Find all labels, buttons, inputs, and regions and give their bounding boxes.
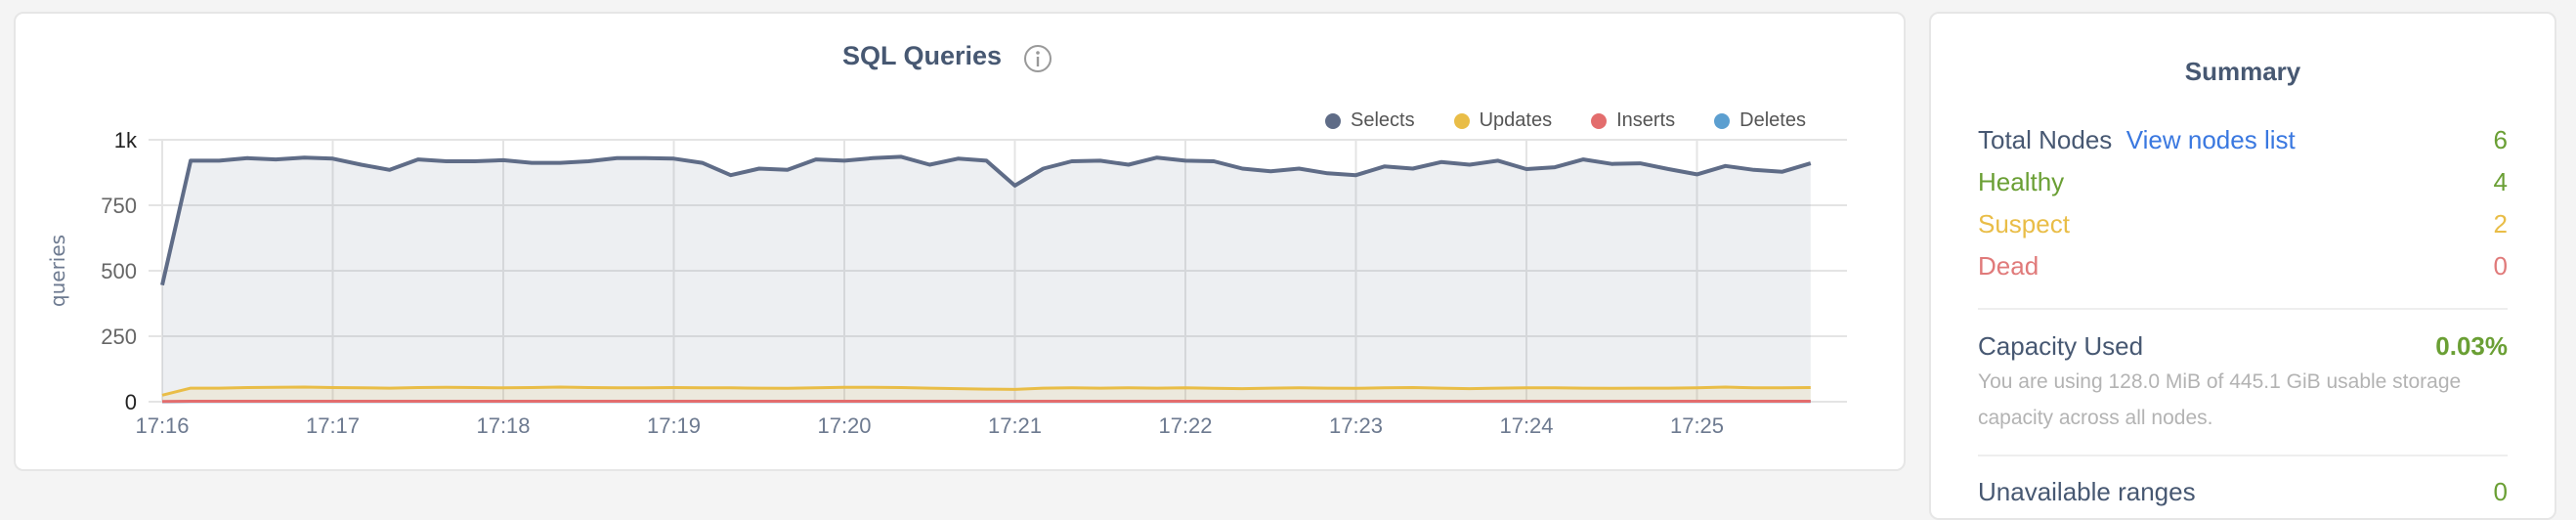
unavailable-row: Unavailable ranges 0 bbox=[1978, 477, 2508, 507]
healthy-value: 4 bbox=[2494, 167, 2508, 197]
capacity-description: You are using 128.0 MiB of 445.1 GiB usa… bbox=[1978, 364, 2508, 436]
healthy-label: Healthy bbox=[1978, 167, 2064, 197]
series-area-selects bbox=[162, 156, 1811, 402]
sql-queries-plot: 0 250 500 750 1k 17:16 17:17 17:18 17:19 17:20 17:… bbox=[0, 0, 1906, 485]
capacity-label: Capacity Used bbox=[1978, 331, 2143, 362]
healthy-row: Healthy 4 bbox=[1978, 167, 2508, 197]
unavailable-value: 0 bbox=[2494, 477, 2508, 507]
total-nodes-label: Total Nodes bbox=[1978, 125, 2112, 154]
capacity-value: 0.03% bbox=[2435, 331, 2508, 362]
x-tick-label: 17:22 bbox=[1158, 413, 1212, 438]
x-tick-label: 17:16 bbox=[135, 413, 189, 438]
y-axis-title: queries bbox=[46, 235, 69, 307]
x-tick-label: 17:17 bbox=[306, 413, 360, 438]
view-nodes-list-link[interactable]: View nodes list bbox=[2126, 125, 2296, 154]
dead-value: 0 bbox=[2494, 251, 2508, 282]
dead-label: Dead bbox=[1978, 251, 2039, 282]
dead-row: Dead 0 bbox=[1978, 251, 2508, 282]
summary-card: Summary Total Nodes View nodes list 6 He… bbox=[1929, 12, 2556, 520]
x-tick-label: 17:20 bbox=[817, 413, 871, 438]
total-nodes-value: 6 bbox=[2494, 125, 2508, 155]
total-nodes-row: Total Nodes View nodes list 6 bbox=[1978, 125, 2508, 155]
divider bbox=[1978, 308, 2508, 310]
suspect-row: Suspect 2 bbox=[1978, 209, 2508, 239]
y-tick-label: 1k bbox=[114, 128, 138, 152]
x-tick-label: 17:24 bbox=[1499, 413, 1553, 438]
capacity-row: Capacity Used 0.03% bbox=[1978, 331, 2508, 362]
x-tick-label: 17:23 bbox=[1329, 413, 1383, 438]
x-tick-label: 17:21 bbox=[988, 413, 1042, 438]
y-tick-label: 750 bbox=[101, 194, 137, 218]
y-tick-label: 0 bbox=[125, 390, 137, 414]
x-tick-label: 17:25 bbox=[1670, 413, 1724, 438]
suspect-label: Suspect bbox=[1978, 209, 2070, 239]
suspect-value: 2 bbox=[2494, 209, 2508, 239]
summary-title: Summary bbox=[1931, 57, 2555, 87]
x-tick-label: 17:19 bbox=[647, 413, 701, 438]
x-tick-label: 17:18 bbox=[476, 413, 530, 438]
divider bbox=[1978, 455, 2508, 456]
y-tick-label: 250 bbox=[101, 325, 137, 349]
unavailable-label: Unavailable ranges bbox=[1978, 477, 2196, 507]
y-tick-label: 500 bbox=[101, 259, 137, 283]
